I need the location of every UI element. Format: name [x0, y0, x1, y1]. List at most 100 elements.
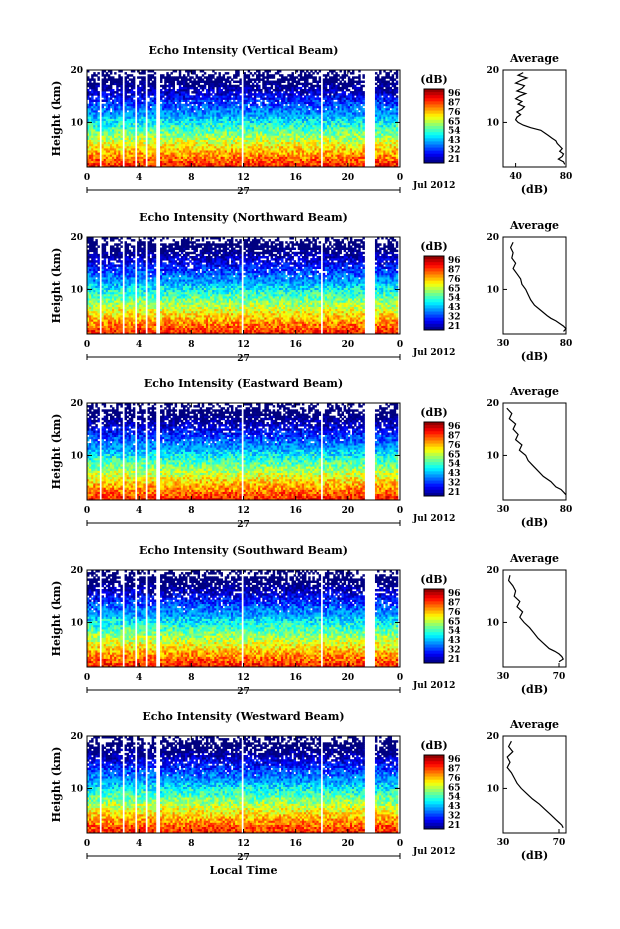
- heatmap-cell: [141, 156, 143, 158]
- heatmap-cell: [181, 119, 183, 121]
- heatmap-cell: [273, 76, 275, 78]
- heatmap-cell: [164, 163, 166, 165]
- heatmap-cell: [254, 81, 256, 83]
- heatmap-cell: [129, 156, 131, 158]
- heatmap-cell: [170, 100, 172, 102]
- heatmap-cell: [346, 144, 348, 146]
- heatmap-cell: [91, 114, 93, 116]
- heatmap-cell: [231, 121, 233, 123]
- heatmap-cell: [150, 121, 152, 123]
- heatmap-cell: [300, 156, 302, 158]
- heatmap-cell: [291, 89, 293, 91]
- heatmap-cell: [266, 87, 268, 89]
- heatmap-cell: [350, 121, 352, 123]
- heatmap-cell: [97, 144, 99, 146]
- heatmap-cell: [319, 81, 321, 83]
- heatmap-cell: [206, 114, 208, 116]
- heatmap-cell: [164, 148, 166, 150]
- heatmap-cell: [114, 144, 116, 146]
- heatmap-cell: [350, 100, 352, 102]
- heatmap-cell: [352, 135, 354, 137]
- heatmap-cell: [168, 125, 170, 127]
- heatmap-cell: [306, 152, 308, 154]
- heatmap-cell: [233, 150, 235, 152]
- heatmap-cell: [229, 97, 231, 99]
- heatmap-cell: [342, 140, 344, 142]
- heatmap-cell: [262, 74, 264, 76]
- heatmap-cell: [269, 131, 271, 133]
- heatmap-cell: [133, 123, 135, 125]
- heatmap-cell: [337, 150, 339, 152]
- heatmap-cell: [162, 161, 164, 163]
- heatmap-cell: [237, 137, 239, 139]
- heatmap-cell: [300, 76, 302, 78]
- heatmap-cell: [221, 146, 223, 148]
- heatmap-cell: [108, 89, 110, 91]
- heatmap-cell: [317, 152, 319, 154]
- heatmap-cell: [333, 152, 335, 154]
- heatmap-cell: [262, 144, 264, 146]
- heatmap-cell: [214, 159, 216, 161]
- heatmap-cell: [275, 125, 277, 127]
- heatmap-cell: [187, 114, 189, 116]
- heatmap-cell: [129, 74, 131, 76]
- heatmap-cell: [154, 116, 156, 118]
- heatmap-cell: [331, 87, 333, 89]
- heatmap-cell: [91, 87, 93, 89]
- heatmap-cell: [266, 154, 268, 156]
- heatmap-cell: [191, 106, 193, 108]
- heatmap-cell: [120, 93, 122, 95]
- heatmap-cell: [143, 161, 145, 163]
- heatmap-cell: [196, 163, 198, 165]
- heatmap-cell: [333, 125, 335, 127]
- heatmap-cell: [225, 93, 227, 95]
- heatmap-cell: [308, 89, 310, 91]
- heatmap-cell: [323, 123, 325, 125]
- heatmap-cell: [181, 95, 183, 97]
- heatmap-cell: [131, 129, 133, 131]
- heatmap-cell: [269, 127, 271, 129]
- heatmap-cell: [216, 104, 218, 106]
- heatmap-cell: [193, 83, 195, 85]
- heatmap-cell: [289, 123, 291, 125]
- heatmap-cell: [110, 140, 112, 142]
- heatmap-cell: [296, 142, 298, 144]
- heatmap-cell: [304, 159, 306, 161]
- heatmap-cell: [335, 72, 337, 74]
- heatmap-cell: [154, 127, 156, 129]
- heatmap-cell: [95, 114, 97, 116]
- heatmap-cell: [252, 150, 254, 152]
- heatmap-cell: [116, 161, 118, 163]
- heatmap-cell: [168, 161, 170, 163]
- heatmap-cell: [120, 140, 122, 142]
- heatmap-cell: [183, 85, 185, 87]
- heatmap-cell: [112, 123, 114, 125]
- heatmap-cell: [285, 133, 287, 135]
- heatmap-cell: [104, 161, 106, 163]
- heatmap-cell: [346, 119, 348, 121]
- heatmap-cell: [143, 140, 145, 142]
- heatmap-cell: [350, 112, 352, 114]
- heatmap-cell: [183, 95, 185, 97]
- heatmap-cell: [229, 133, 231, 135]
- heatmap-cell: [323, 97, 325, 99]
- heatmap-cell: [166, 76, 168, 78]
- heatmap-cell: [206, 76, 208, 78]
- heatmap-cell: [244, 125, 246, 127]
- heatmap-cell: [112, 95, 114, 97]
- heatmap-cell: [173, 127, 175, 129]
- heatmap-cell: [277, 131, 279, 133]
- heatmap-cell: [314, 125, 316, 127]
- heatmap-cell: [287, 144, 289, 146]
- heatmap-cell: [300, 131, 302, 133]
- heatmap-cell: [97, 102, 99, 104]
- heatmap-cell: [331, 112, 333, 114]
- heatmap-cell: [223, 76, 225, 78]
- heatmap-cell: [244, 106, 246, 108]
- heatmap-cell: [225, 78, 227, 80]
- heatmap-cell: [283, 116, 285, 118]
- heatmap-cell: [264, 140, 266, 142]
- heatmap-cell: [152, 163, 154, 165]
- heatmap-cell: [170, 146, 172, 148]
- heatmap-cell: [189, 102, 191, 104]
